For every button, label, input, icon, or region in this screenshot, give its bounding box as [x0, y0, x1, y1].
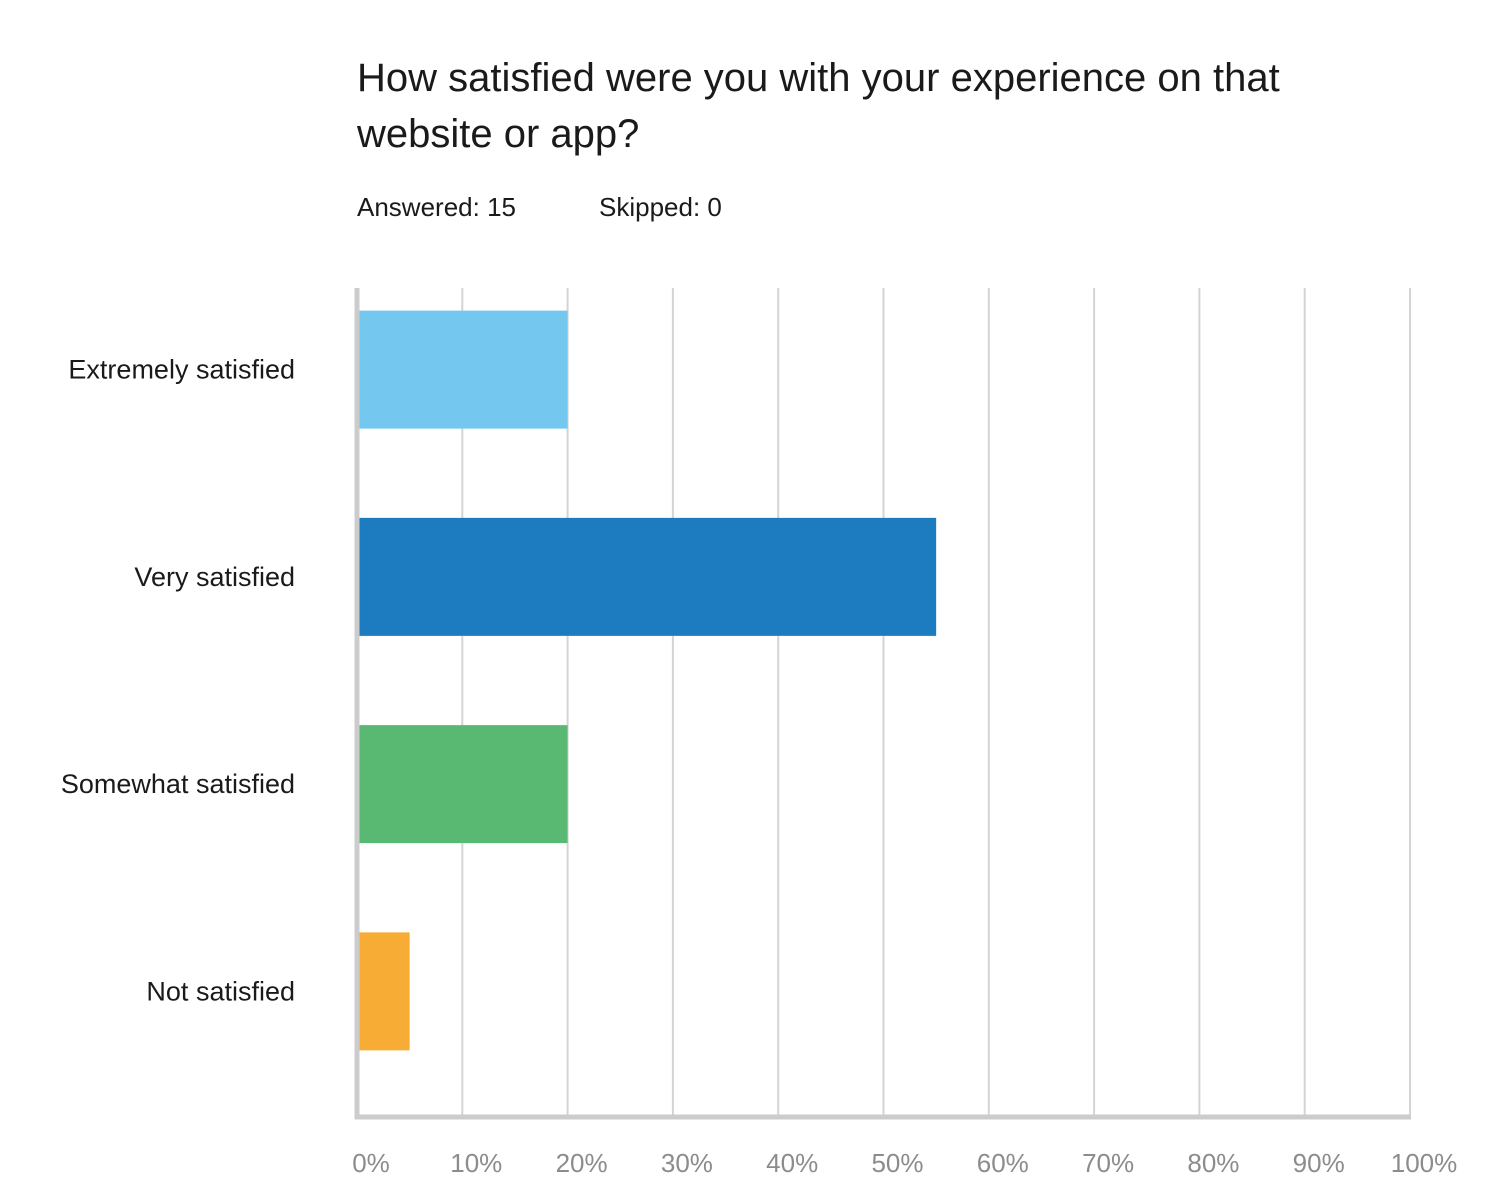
tick-labels: 0% 10% 20% 30% 40% 50% 60% 70% 80% 90% 100%: [352, 1148, 1457, 1178]
x-tick-label: 60%: [977, 1148, 1029, 1178]
bars: [355, 310, 937, 1051]
x-tick-label: 20%: [556, 1148, 608, 1178]
x-tick-label: 80%: [1187, 1148, 1239, 1178]
x-tick-label: 50%: [871, 1148, 923, 1178]
axes: [354, 288, 1411, 1120]
x-tick-label: 100%: [1391, 1148, 1458, 1178]
category-label: Very satisfied: [134, 562, 295, 592]
x-tick-label: 30%: [661, 1148, 713, 1178]
bar: [355, 725, 568, 844]
chart-title: How satisfied were you with your experie…: [357, 56, 1280, 156]
x-tick-label: 70%: [1082, 1148, 1134, 1178]
x-tick-label: 10%: [450, 1148, 502, 1178]
category-label: Extremely satisfied: [68, 355, 295, 385]
bar: [355, 310, 568, 429]
bar: [355, 517, 937, 636]
category-label: Not satisfied: [146, 976, 295, 1006]
x-tick-label: 0%: [352, 1148, 390, 1178]
category-label: Somewhat satisfied: [61, 769, 295, 799]
x-tick-label: 90%: [1293, 1148, 1345, 1178]
answered-count: Answered: 15: [357, 192, 516, 222]
bar: [355, 932, 410, 1051]
category-labels: Extremely satisfied Very satisfied Somewha…: [61, 355, 295, 1007]
skipped-count: Skipped: 0: [599, 192, 722, 222]
gridlines: [461, 288, 1411, 1117]
x-tick-label: 40%: [766, 1148, 818, 1178]
